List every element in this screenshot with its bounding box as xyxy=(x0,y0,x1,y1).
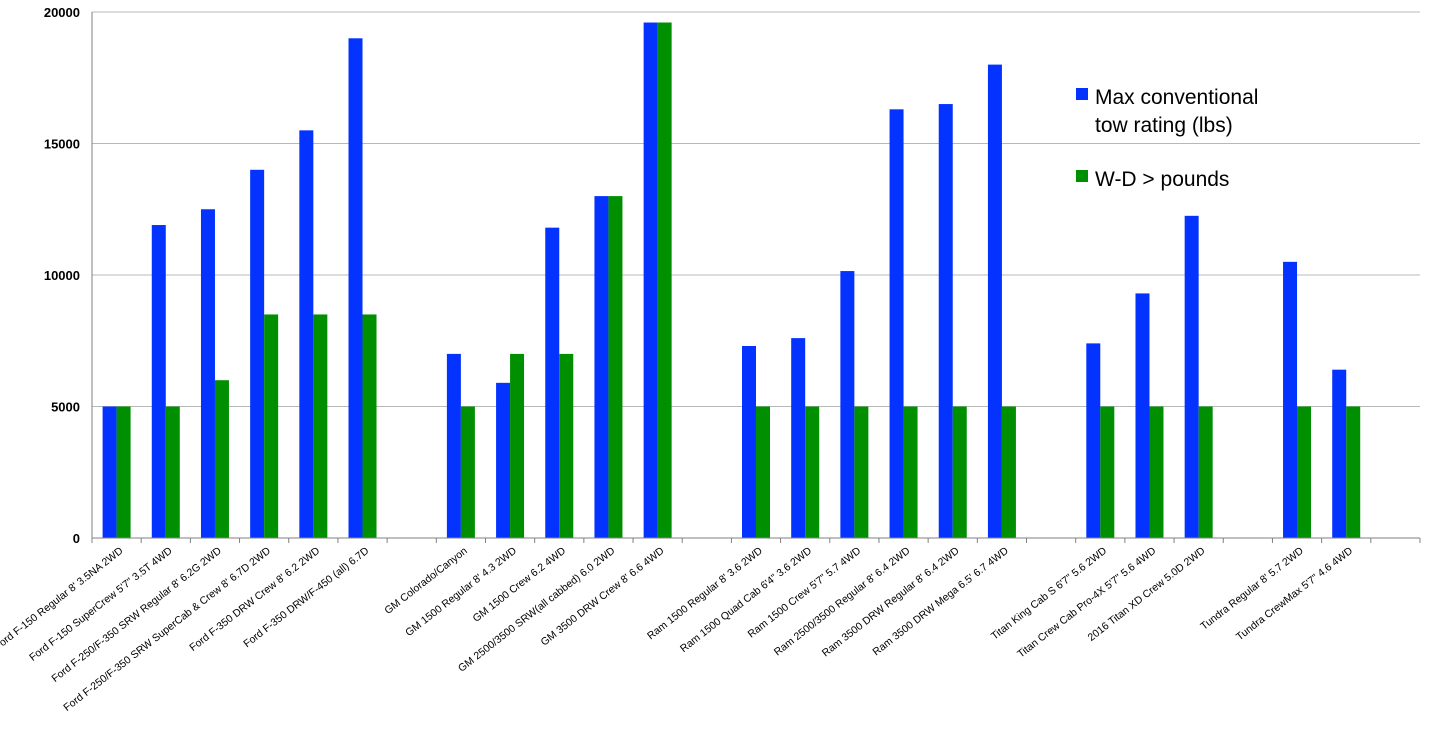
bar-max-tow-rating xyxy=(1086,343,1101,538)
bar-max-tow-rating xyxy=(102,406,117,538)
bar-max-tow-rating xyxy=(938,104,953,539)
y-tick-label: 10000 xyxy=(44,268,80,283)
legend-label: W-D > pounds xyxy=(1095,168,1229,191)
bar-wd-pounds xyxy=(756,406,770,538)
bar-max-tow-rating xyxy=(299,130,314,538)
bar-max-tow-rating xyxy=(889,109,904,538)
bar-max-tow-rating xyxy=(1184,215,1199,538)
bar-wd-pounds xyxy=(903,406,918,538)
bar-max-tow-rating xyxy=(742,346,756,538)
bar-max-tow-rating xyxy=(791,338,806,538)
bar-max-tow-rating xyxy=(987,64,1002,538)
y-tick-label: 15000 xyxy=(44,137,80,152)
bar-wd-pounds xyxy=(1100,406,1115,538)
legend: Max conventional tow rating (lbs) W-D > po… xyxy=(1076,86,1258,191)
bar-wd-pounds xyxy=(805,406,820,538)
legend-label: Max conventional xyxy=(1095,86,1258,109)
bar-max-tow-rating xyxy=(1332,369,1347,538)
bar-wd-pounds xyxy=(510,353,525,538)
bar-max-tow-rating xyxy=(151,225,166,538)
bar-wd-pounds xyxy=(116,406,131,538)
bar-max-tow-rating xyxy=(1135,293,1150,538)
bar-max-tow-rating xyxy=(200,209,215,538)
bar-wd-pounds xyxy=(362,314,377,538)
bar-wd-pounds xyxy=(165,406,180,538)
bar-wd-pounds xyxy=(952,406,967,538)
legend-swatch xyxy=(1076,88,1088,100)
y-tick-labels: 0 5000 10000 15000 20000 xyxy=(44,5,80,546)
bar-wd-pounds xyxy=(1346,406,1361,538)
bar-wd-pounds xyxy=(264,314,279,538)
bar-max-tow-rating xyxy=(446,353,461,538)
axes xyxy=(91,12,1421,543)
bar-wd-pounds xyxy=(608,196,623,538)
bar-wd-pounds xyxy=(1198,406,1213,538)
y-tick-label: 20000 xyxy=(44,5,80,20)
bar-wd-pounds xyxy=(460,406,475,538)
x-category-label: Ford F-250/F-350 SRW Regular 8' 6.2G 2WD xyxy=(49,545,224,685)
bar-max-tow-rating xyxy=(348,38,363,539)
bar-wd-pounds xyxy=(854,406,869,538)
y-tick-label: 5000 xyxy=(51,400,80,415)
x-category-label: GM 1500 Crew 6.2 4WD xyxy=(471,545,569,625)
y-tick-label: 0 xyxy=(73,531,80,546)
bar-wd-pounds xyxy=(214,380,229,538)
bar-max-tow-rating xyxy=(250,169,265,539)
legend-label: tow rating (lbs) xyxy=(1095,114,1233,137)
bar-max-tow-rating xyxy=(1283,261,1298,538)
bar-wd-pounds xyxy=(1001,406,1016,538)
x-category-label: GM Colorado/Canyon xyxy=(382,545,470,617)
bar-max-tow-rating xyxy=(545,227,560,538)
bar-max-tow-rating xyxy=(496,382,511,538)
legend-swatch xyxy=(1076,170,1088,182)
bar-wd-pounds xyxy=(559,353,574,538)
bar-marks xyxy=(102,22,1361,539)
bar-max-tow-rating xyxy=(594,196,609,538)
bar-wd-pounds xyxy=(1149,406,1164,538)
bar-wd-pounds xyxy=(313,314,328,538)
bar-max-tow-rating xyxy=(643,22,658,538)
bar-wd-pounds xyxy=(657,22,672,538)
bar-wd-pounds xyxy=(1297,406,1312,538)
bar-max-tow-rating xyxy=(840,271,855,538)
